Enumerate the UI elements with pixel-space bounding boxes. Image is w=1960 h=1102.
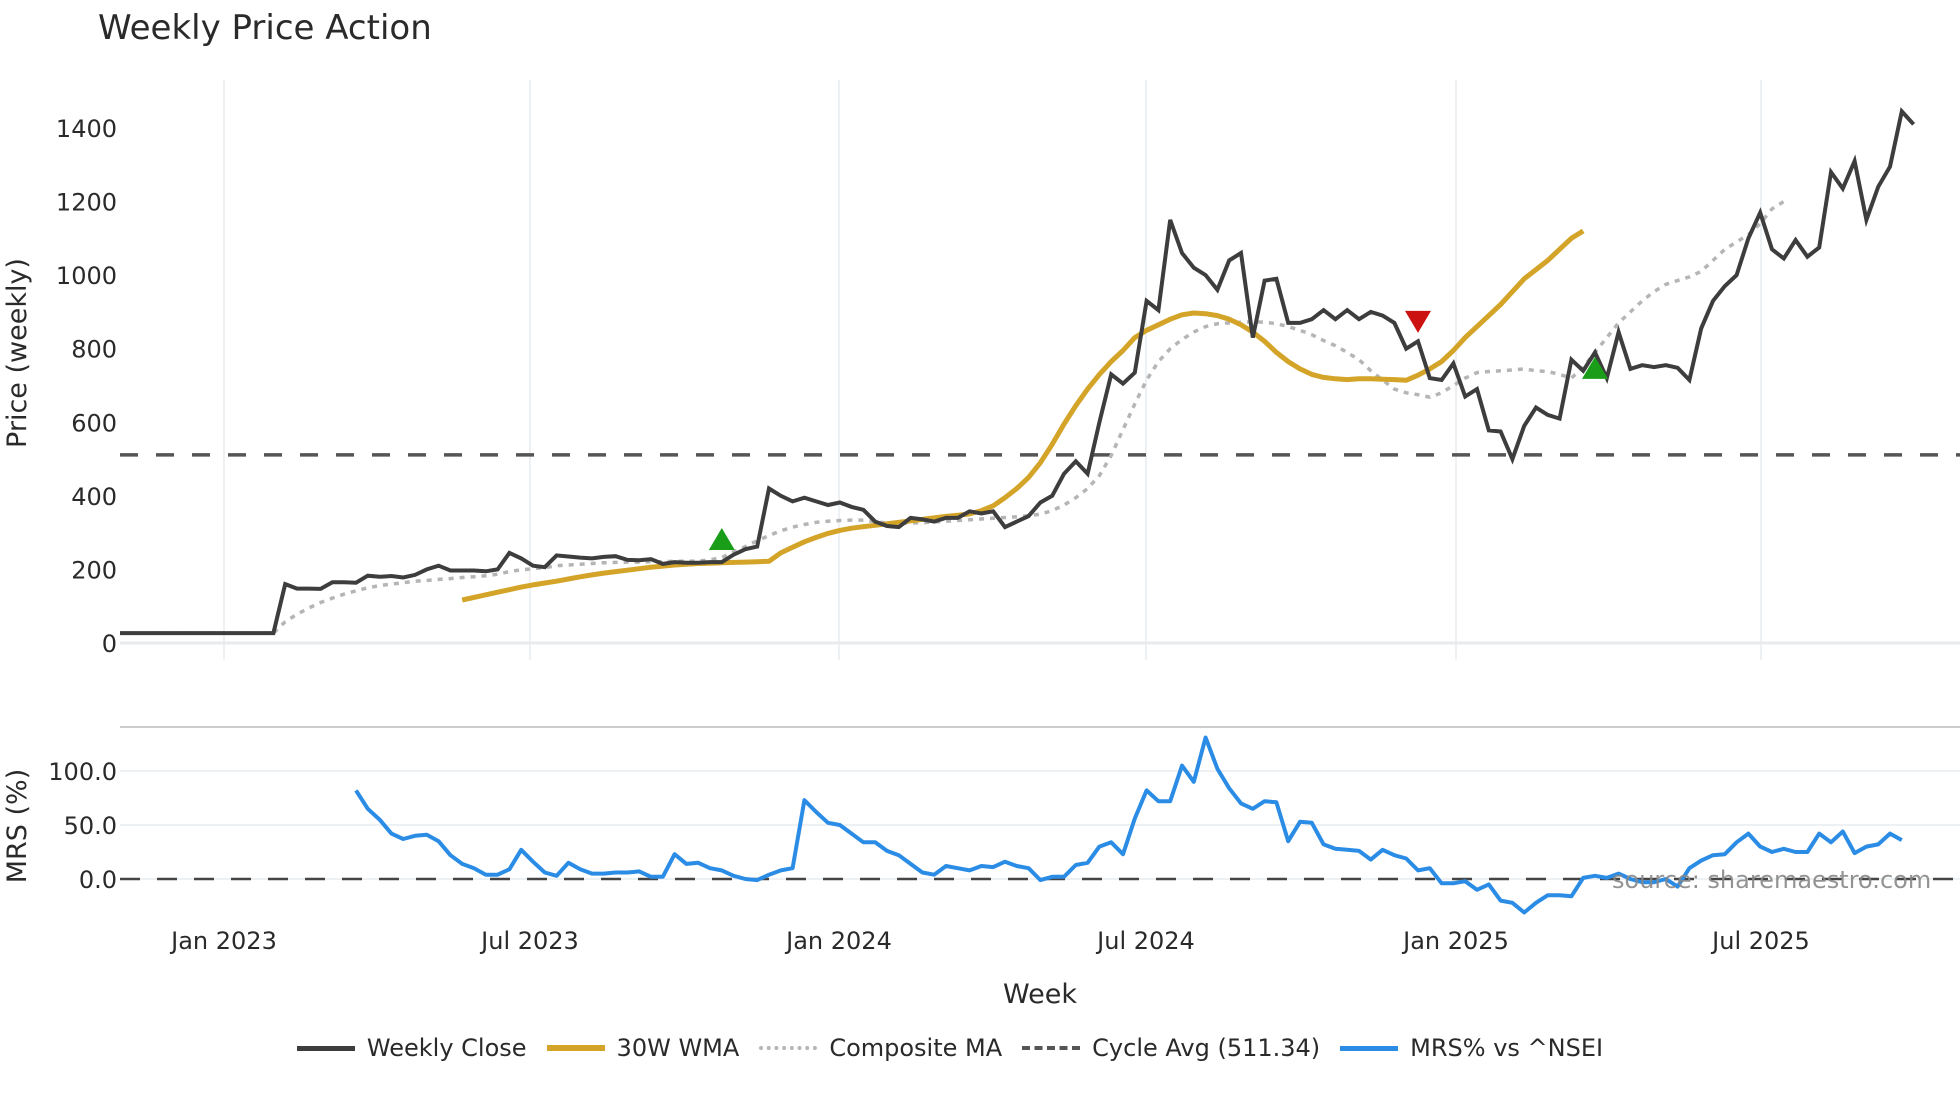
legend-item-composite-ma[interactable]: Composite MA bbox=[759, 1034, 1002, 1062]
legend-item-weekly-close[interactable]: Weekly Close bbox=[296, 1034, 527, 1062]
x-tick-label: Jul 2025 bbox=[1710, 927, 1810, 955]
legend-swatch-composite-ma bbox=[759, 1046, 818, 1050]
sell-signal-triangle-down-icon bbox=[1405, 310, 1431, 333]
source-watermark: source: sharemaestro.com bbox=[1612, 866, 1932, 894]
price-series bbox=[120, 107, 1960, 636]
price-axis-label: Price (weekly) bbox=[2, 258, 33, 448]
mrs-tick-label: 100.0 bbox=[48, 758, 117, 786]
legend-label: Weekly Close bbox=[366, 1034, 527, 1062]
x-tick-label: Jan 2024 bbox=[784, 927, 892, 955]
composite-ma-line bbox=[120, 200, 1785, 635]
buy-signal-triangle-up-icon bbox=[1582, 356, 1608, 379]
legend-item-cycle-avg[interactable]: Cycle Avg (511.34) bbox=[1022, 1034, 1320, 1062]
price-tick-label: 400 bbox=[71, 483, 117, 511]
legend-label: MRS% vs ^NSEI bbox=[1410, 1034, 1604, 1062]
price-tick-label: 1400 bbox=[56, 115, 117, 143]
legend-swatch-mrs bbox=[1340, 1045, 1399, 1051]
gridlines bbox=[120, 80, 1960, 880]
weekly-close-line bbox=[120, 107, 1916, 636]
legend-item-mrs[interactable]: MRS% vs ^NSEI bbox=[1340, 1034, 1603, 1062]
price-y-axis: 0 200 400 600 800 1000 1200 1400 bbox=[56, 115, 117, 658]
x-tick-label: Jan 2025 bbox=[1401, 927, 1509, 955]
x-tick-label: Jan 2023 bbox=[169, 927, 277, 955]
price-tick-label: 0 bbox=[102, 630, 117, 658]
price-tick-label: 600 bbox=[71, 409, 117, 437]
mrs-axis-label: MRS (%) bbox=[2, 769, 33, 884]
x-axis: Jan 2023 Jul 2023 Jan 2024 Jul 2024 Jan 2025… bbox=[169, 927, 1810, 955]
legend-label: 30W WMA bbox=[616, 1034, 740, 1062]
x-tick-label: Jul 2023 bbox=[479, 927, 579, 955]
x-tick-label: Jul 2024 bbox=[1095, 927, 1195, 955]
legend-label: Cycle Avg (511.34) bbox=[1092, 1034, 1321, 1062]
chart-legend: Weekly Close 30W WMA Composite MA Cycle … bbox=[0, 1034, 1960, 1062]
buy-signal-triangle-up-icon bbox=[708, 527, 735, 550]
price-tick-label: 1000 bbox=[56, 262, 117, 290]
legend-item-30w-wma[interactable]: 30W WMA bbox=[546, 1034, 740, 1062]
x-axis-label: Week bbox=[1003, 979, 1077, 1010]
legend-swatch-weekly-close bbox=[296, 1045, 355, 1051]
mrs-line bbox=[354, 735, 1903, 915]
mrs-tick-label: 50.0 bbox=[64, 812, 117, 840]
mrs-tick-label: 0.0 bbox=[79, 866, 117, 894]
price-tick-label: 200 bbox=[71, 556, 117, 584]
chart-title: Weekly Price Action bbox=[98, 8, 432, 48]
mrs-series bbox=[120, 735, 1960, 915]
legend-swatch-cycle-avg bbox=[1022, 1046, 1081, 1050]
legend-swatch-30w-wma bbox=[546, 1045, 605, 1051]
wma-30w-line bbox=[461, 228, 1585, 603]
price-tick-label: 800 bbox=[71, 336, 117, 364]
price-tick-label: 1200 bbox=[56, 189, 117, 217]
signal-markers bbox=[708, 310, 1608, 550]
mrs-y-axis: 0.0 50.0 100.0 bbox=[48, 758, 117, 894]
legend-label: Composite MA bbox=[829, 1034, 1003, 1062]
